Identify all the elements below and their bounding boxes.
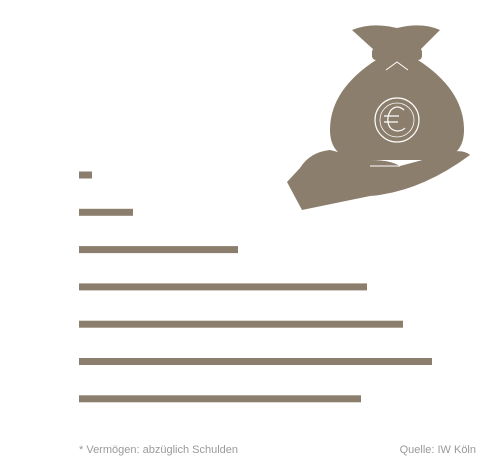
bar	[79, 320, 403, 328]
bar	[79, 283, 367, 291]
footnote: * Vermögen: abzüglich Schulden	[79, 444, 238, 456]
bar	[79, 208, 133, 216]
bar	[79, 395, 361, 403]
bar	[79, 171, 92, 179]
bar	[79, 246, 238, 254]
source: Quelle: IW Köln	[400, 444, 476, 456]
money-bag-icon	[287, 25, 470, 210]
bar	[79, 358, 432, 365]
